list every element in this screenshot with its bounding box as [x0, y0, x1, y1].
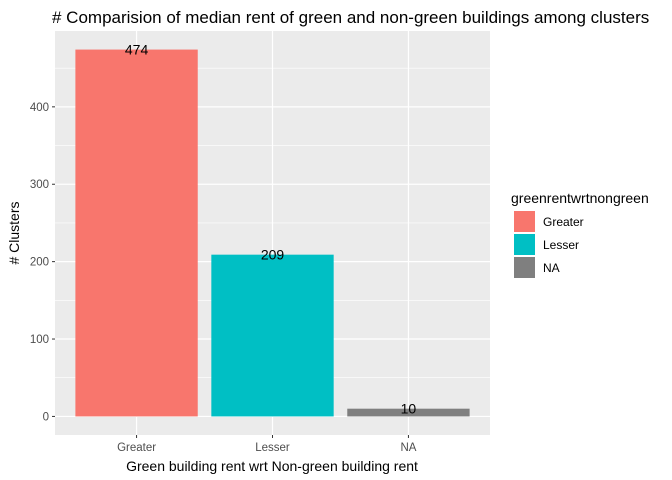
x-tick-label: Greater [117, 442, 156, 454]
y-tick-label: 300 [30, 179, 49, 191]
x-axis-title: Green building rent wrt Non-green buildi… [126, 458, 418, 474]
x-axis-ticks: Greater Lesser NA [117, 435, 417, 454]
x-tick-label: Lesser [255, 442, 290, 454]
y-tick-label: 400 [30, 102, 49, 114]
legend: greenrentwrtnongreen Greater Lesser NA [511, 190, 649, 278]
legend-title: greenrentwrtnongreen [511, 190, 649, 206]
legend-key-lesser [514, 234, 535, 255]
bar-na [347, 408, 470, 417]
bars [75, 49, 470, 417]
y-tick-label: 100 [30, 334, 49, 346]
y-tick-label: 200 [30, 257, 49, 269]
legend-label-na: NA [543, 261, 560, 275]
legend-label-lesser: Lesser [543, 238, 579, 252]
y-axis-title: # Clusters [6, 201, 22, 264]
y-axis-ticks: 0 100 200 300 400 [30, 102, 55, 423]
y-tick-label: 0 [43, 411, 49, 423]
data-label-greater: 474 [125, 42, 149, 58]
legend-key-greater [514, 211, 535, 232]
chart-title: # Comparision of median rent of green an… [52, 8, 649, 27]
legend-key-na [514, 257, 535, 278]
x-tick-label: NA [400, 442, 416, 454]
data-labels: 474 209 10 [125, 42, 417, 417]
data-label-lesser: 209 [261, 247, 285, 263]
legend-label-greater: Greater [543, 215, 584, 229]
bar-greater [75, 49, 198, 417]
data-label-na: 10 [401, 401, 417, 417]
bar-lesser [211, 254, 334, 417]
